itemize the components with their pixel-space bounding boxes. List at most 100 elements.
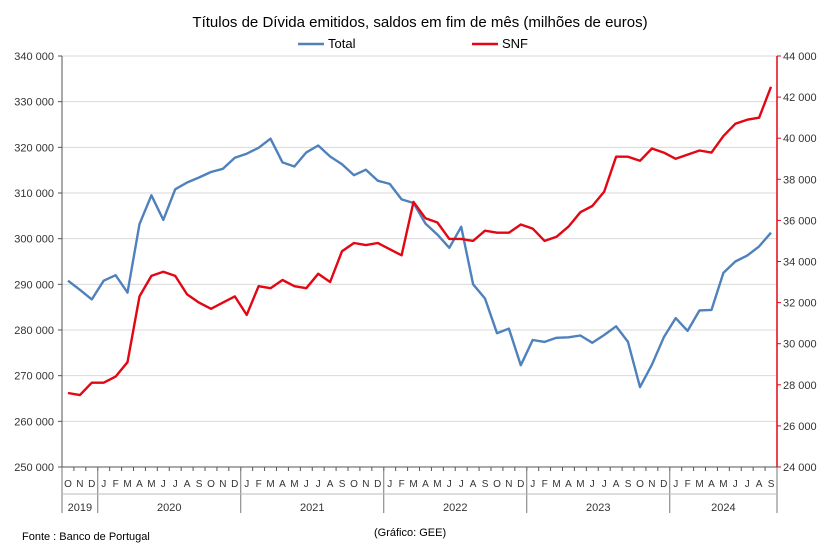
source-note: Fonte : Banco de Portugal <box>22 531 150 543</box>
x-month-label: M <box>695 479 703 490</box>
x-month-label: J <box>530 479 535 490</box>
x-month-label: O <box>64 479 72 490</box>
x-month-label: A <box>184 479 191 490</box>
x-month-label: N <box>76 479 83 490</box>
x-month-label: A <box>613 479 620 490</box>
x-month-label: J <box>161 479 166 490</box>
x-month-label: S <box>339 479 346 490</box>
series-snf <box>67 86 773 397</box>
right-tick-label: 24 000 <box>783 462 817 474</box>
legend-label: SNF <box>502 36 528 51</box>
x-month-label: N <box>362 479 369 490</box>
x-month-label: A <box>756 479 763 490</box>
left-tick-label: 270 000 <box>14 371 54 383</box>
right-tick-label: 32 000 <box>783 298 817 310</box>
x-month-label: D <box>88 479 95 490</box>
x-month-label: M <box>290 479 298 490</box>
x-month-label: J <box>733 479 738 490</box>
x-month-label: M <box>123 479 131 490</box>
left-y-axis: 250 000 260 000 270 000 280 000 290 000 300 0… <box>14 51 63 474</box>
x-month-label: J <box>745 479 750 490</box>
x-month-label: S <box>625 479 632 490</box>
left-tick-label: 250 000 <box>14 462 54 474</box>
x-year-label: 2021 <box>300 502 324 514</box>
x-month-label: M <box>409 479 417 490</box>
x-month-label: F <box>399 479 405 490</box>
left-tick-label: 310 000 <box>14 188 54 200</box>
x-month-label: M <box>576 479 584 490</box>
x-month-label: A <box>136 479 143 490</box>
left-tick-label: 320 000 <box>14 142 54 154</box>
x-month-label: A <box>565 479 572 490</box>
right-tick-label: 26 000 <box>783 421 817 433</box>
right-tick-label: 38 000 <box>783 174 817 186</box>
right-tick-label: 28 000 <box>783 380 817 392</box>
x-month-label: J <box>459 479 464 490</box>
left-tick-label: 260 000 <box>14 416 54 428</box>
right-tick-label: 44 000 <box>783 51 817 63</box>
chart-title: Títulos de Dívida emitidos, saldos em fi… <box>192 14 647 31</box>
x-month-label: A <box>279 479 286 490</box>
x-month-label: F <box>256 479 262 490</box>
x-month-label: F <box>542 479 548 490</box>
x-month-label: M <box>433 479 441 490</box>
x-month-label: J <box>447 479 452 490</box>
x-month-label: D <box>517 479 524 490</box>
left-tick-label: 300 000 <box>14 234 54 246</box>
x-month-label: J <box>316 479 321 490</box>
right-tick-label: 34 000 <box>783 257 817 269</box>
right-tick-label: 30 000 <box>783 339 817 351</box>
x-month-label: D <box>231 479 238 490</box>
x-year-label: 2022 <box>443 502 467 514</box>
series-line-total <box>67 137 772 389</box>
x-month-label: O <box>636 479 644 490</box>
x-month-label: J <box>304 479 309 490</box>
x-month-label: J <box>387 479 392 490</box>
x-month-label: J <box>173 479 178 490</box>
right-tick-label: 42 000 <box>783 92 817 104</box>
x-month-label: J <box>244 479 249 490</box>
series-lines <box>67 86 773 397</box>
x-month-label: O <box>350 479 358 490</box>
x-month-label: M <box>266 479 274 490</box>
x-year-label: 2023 <box>586 502 610 514</box>
legend-label: Total <box>328 36 356 51</box>
x-month-label: N <box>219 479 226 490</box>
x-month-label: A <box>422 479 429 490</box>
gridlines <box>62 55 777 468</box>
x-month-label: D <box>660 479 667 490</box>
x-month-label: M <box>147 479 155 490</box>
x-month-label: N <box>505 479 512 490</box>
series-total <box>67 137 772 389</box>
x-year-label: 2020 <box>157 502 181 514</box>
x-month-label: O <box>207 479 215 490</box>
right-tick-label: 36 000 <box>783 215 817 227</box>
right-tick-label: 40 000 <box>783 133 817 145</box>
x-month-label: A <box>327 479 334 490</box>
left-tick-label: 280 000 <box>14 325 54 337</box>
x-year-label: 2019 <box>68 502 92 514</box>
x-month-label: S <box>196 479 203 490</box>
series-line-snf <box>67 86 773 397</box>
x-month-label: N <box>648 479 655 490</box>
x-month-label: O <box>493 479 501 490</box>
x-month-label: J <box>590 479 595 490</box>
x-month-label: S <box>482 479 489 490</box>
credit-note: (Gráfico: GEE) <box>374 527 446 539</box>
x-month-label: S <box>768 479 775 490</box>
left-tick-label: 330 000 <box>14 97 54 109</box>
x-year-label: 2024 <box>711 502 735 514</box>
legend: Total SNF <box>298 36 528 51</box>
x-month-label: F <box>113 479 119 490</box>
x-month-label: M <box>552 479 560 490</box>
x-month-label: A <box>470 479 477 490</box>
x-month-label: D <box>374 479 381 490</box>
left-tick-label: 290 000 <box>14 279 54 291</box>
x-month-label: J <box>602 479 607 490</box>
legend-item-total: Total <box>298 36 356 51</box>
x-month-label: J <box>673 479 678 490</box>
x-month-label: M <box>719 479 727 490</box>
legend-item-snf: SNF <box>472 36 528 51</box>
